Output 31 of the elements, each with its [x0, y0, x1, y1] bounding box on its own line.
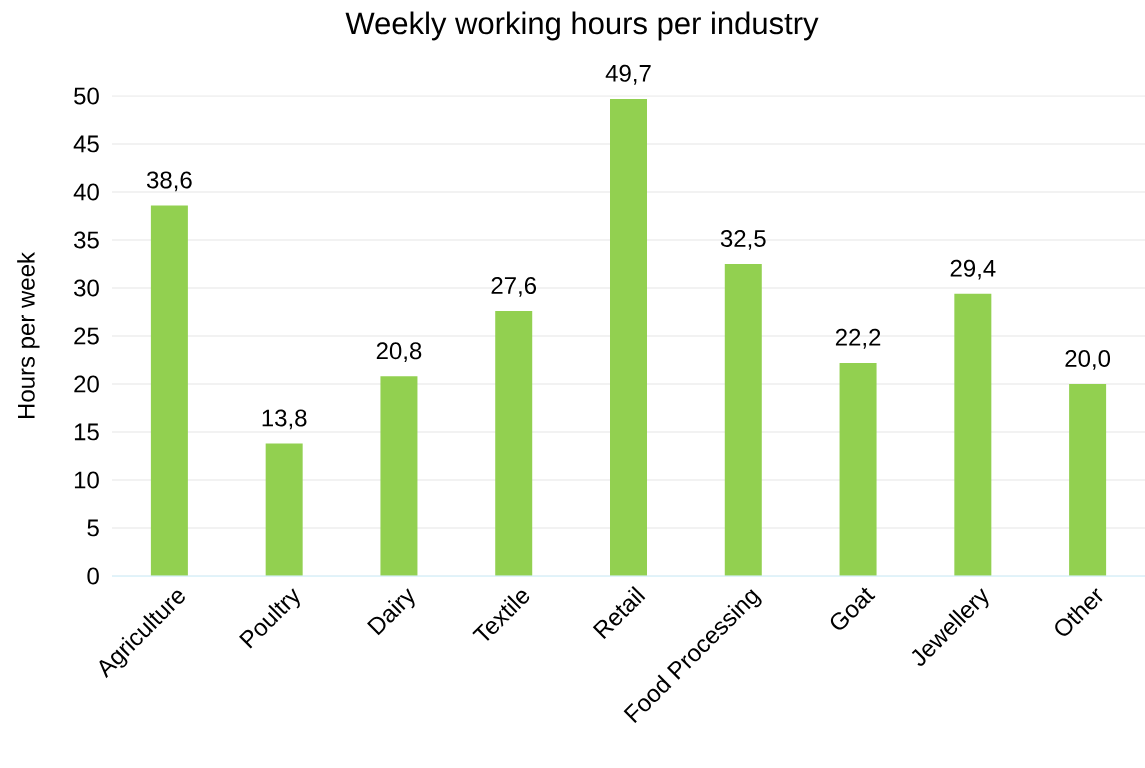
y-tick-label: 20	[74, 375, 99, 393]
y-tick-label: 45	[73, 135, 99, 153]
y-tick-label: 40	[73, 183, 99, 201]
data-label: 38,6	[146, 171, 192, 192]
y-axis-title: Hours per week	[17, 251, 40, 419]
y-tick-label: 15	[74, 423, 99, 441]
chart-title: Weekly working hours per industry	[345, 11, 819, 41]
y-tick-label: 35	[74, 231, 99, 249]
data-label: 20,8	[376, 342, 422, 363]
data-label: 22,2	[835, 328, 881, 349]
data-label: 20,0	[1065, 349, 1111, 370]
y-tick-label: 10	[74, 471, 99, 489]
y-tick-label: 25	[74, 327, 99, 345]
bar	[150, 205, 188, 576]
bar	[495, 311, 533, 576]
bar	[610, 98, 647, 576]
data-label: 29,4	[950, 259, 996, 280]
y-tick-label: 50	[74, 87, 99, 105]
data-label: 49,7	[605, 64, 651, 85]
y-tick-label: 0	[87, 567, 99, 585]
data-label: 27,6	[491, 277, 537, 297]
bar	[380, 376, 418, 576]
bar	[954, 293, 992, 576]
data-label: 32,5	[720, 229, 766, 250]
data-label: 13,8	[262, 409, 307, 430]
bar	[839, 362, 877, 576]
bar	[265, 443, 303, 576]
y-tick-label: 5	[87, 519, 99, 537]
bar	[724, 264, 762, 576]
y-tick-label: 30	[74, 279, 99, 297]
bar	[1069, 384, 1107, 576]
